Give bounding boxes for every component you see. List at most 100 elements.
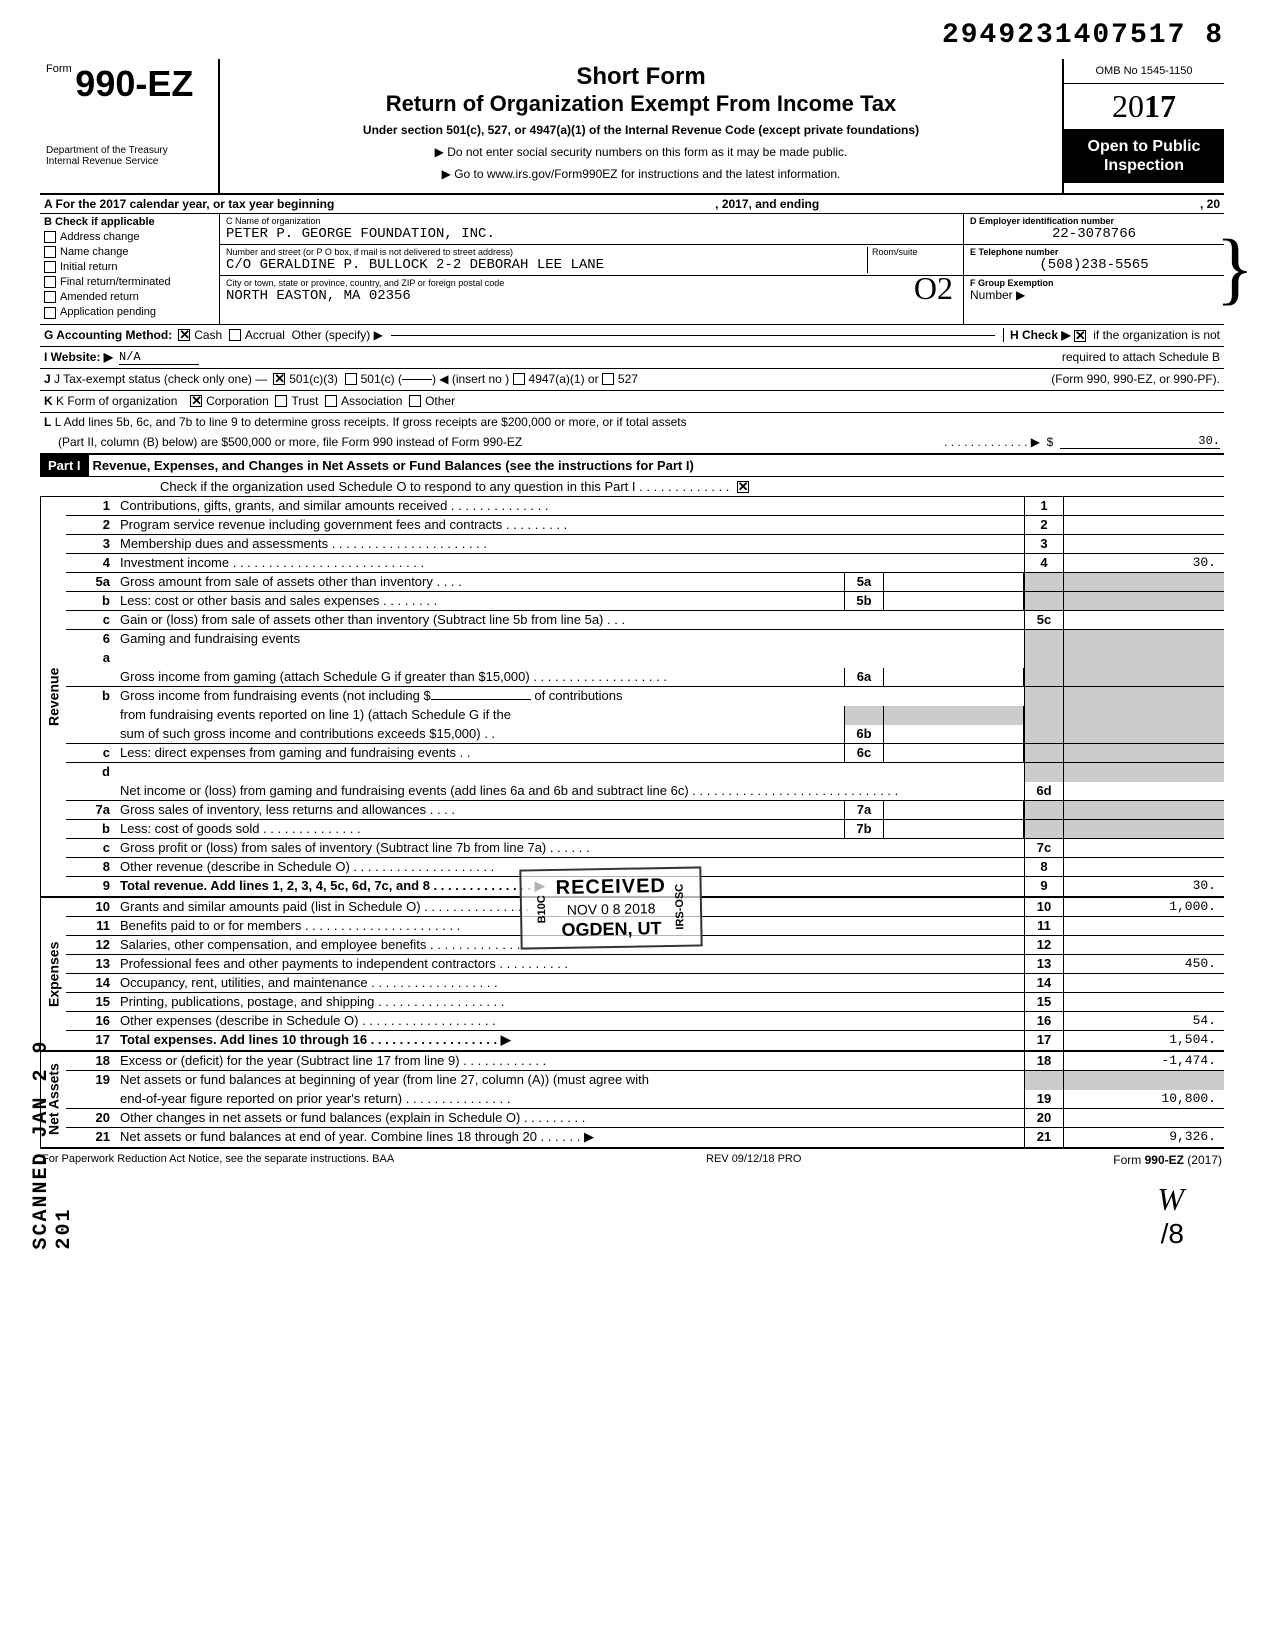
- val13: 450.: [1064, 955, 1224, 973]
- line6c: Less: direct expenses from gaming and fu…: [116, 744, 844, 762]
- tax-year: 2017: [1064, 84, 1224, 129]
- l-currency: $: [1040, 435, 1060, 449]
- line-a-end: , 20: [1200, 197, 1220, 211]
- line-a-label: A For the 2017 calendar year, or tax yea…: [44, 197, 334, 211]
- j-c: 501(c) (: [361, 372, 402, 386]
- j-insert: ) ◀ (insert no ): [432, 372, 509, 386]
- checkbox-schedule-o[interactable]: [737, 481, 749, 493]
- i-label: I Website: ▶: [44, 350, 113, 364]
- revenue-side-label: Revenue: [40, 497, 66, 896]
- ein: 22-3078766: [970, 226, 1218, 242]
- header-left: Form 990-EZ Department of the Treasury I…: [40, 59, 220, 193]
- checkbox-trust[interactable]: [275, 395, 287, 407]
- h-text4: (Form 990, 990-EZ, or 990-PF).: [1051, 372, 1220, 386]
- title-return: Return of Organization Exempt From Incom…: [232, 91, 1050, 117]
- telephone: (508)238-5565: [970, 257, 1218, 273]
- k-trust: Trust: [291, 394, 318, 408]
- part1-label: Part I: [40, 455, 89, 476]
- part1-title: Revenue, Expenses, and Changes in Net As…: [89, 455, 1224, 476]
- line7c: Gross profit or (loss) from sales of inv…: [116, 839, 1024, 857]
- form-number: 990-EZ: [75, 63, 193, 104]
- j-a1: 4947(a)(1) or: [529, 372, 599, 386]
- line17: Total expenses. Add lines 10 through 16 …: [116, 1031, 1024, 1050]
- year-prefix: 20: [1112, 88, 1144, 124]
- checkbox-address-change[interactable]: [44, 231, 56, 243]
- col-b: B Check if applicable Address change Nam…: [40, 214, 220, 324]
- checkbox-name-change[interactable]: [44, 246, 56, 258]
- checkbox-cash[interactable]: [178, 329, 190, 341]
- checkbox-4947[interactable]: [513, 373, 525, 385]
- line9: Total revenue. Add lines 1, 2, 3, 4, 5c,…: [116, 877, 1024, 896]
- checkbox-h[interactable]: [1074, 330, 1086, 342]
- tel-label: E Telephone number: [970, 247, 1218, 257]
- dept-line2: Internal Revenue Service: [46, 156, 212, 167]
- line7b: Less: cost of goods sold . . . . . . . .…: [116, 820, 844, 838]
- j-c3: 501(c)(3): [289, 372, 338, 386]
- val18: -1,474.: [1064, 1052, 1224, 1070]
- k-other: Other: [425, 394, 455, 408]
- val21: 9,326.: [1064, 1128, 1224, 1147]
- checkbox-corp[interactable]: [190, 395, 202, 407]
- open-line1: Open to Public: [1068, 137, 1220, 156]
- k-assoc: Association: [341, 394, 402, 408]
- line3: Membership dues and assessments . . . . …: [116, 535, 1024, 553]
- omb: OMB No 1545-1150: [1064, 59, 1224, 84]
- line19-1: Net assets or fund balances at beginning…: [116, 1071, 1024, 1090]
- row-l2: (Part II, column (B) below) are $500,000…: [40, 431, 1224, 453]
- line13: Professional fees and other payments to …: [116, 955, 1024, 973]
- line19-2: end-of-year figure reported on prior yea…: [116, 1090, 1024, 1108]
- line16: Other expenses (describe in Schedule O) …: [116, 1012, 1024, 1030]
- checkbox-amended[interactable]: [44, 291, 56, 303]
- val17: 1,504.: [1064, 1031, 1224, 1050]
- line6a-2: Gross income from gaming (attach Schedul…: [116, 668, 844, 686]
- line5c: Gain or (loss) from sale of assets other…: [116, 611, 1024, 629]
- checkbox-501c3[interactable]: [273, 373, 285, 385]
- checkbox-accrual[interactable]: [229, 329, 241, 341]
- grp-number: Number ▶: [970, 288, 1025, 302]
- page-mark: /8: [40, 1218, 1184, 1250]
- g-other: Other (specify) ▶: [292, 328, 383, 342]
- line-a-mid: , 2017, and ending: [715, 197, 819, 211]
- checkbox-other-org[interactable]: [409, 395, 421, 407]
- g-accrual: Accrual: [245, 328, 285, 342]
- line6b1: Gross income from fundraising events (no…: [120, 688, 431, 703]
- grp-label: F Group Exemption: [970, 278, 1218, 288]
- handwritten-o2: O2: [914, 270, 953, 307]
- line21: Net assets or fund balances at end of ye…: [116, 1128, 1024, 1147]
- checkbox-assoc[interactable]: [325, 395, 337, 407]
- col-c: C Name of organization PETER P. GEORGE F…: [220, 214, 964, 324]
- footer: For Paperwork Reduction Act Notice, see …: [40, 1148, 1224, 1171]
- line2: Program service revenue including govern…: [116, 516, 1024, 534]
- dept: Department of the Treasury Internal Reve…: [46, 145, 212, 167]
- open-public: Open to Public Inspection: [1064, 129, 1224, 183]
- form-prefix: Form: [46, 63, 72, 75]
- checkbox-527[interactable]: [602, 373, 614, 385]
- checkbox-final-return[interactable]: [44, 276, 56, 288]
- signature: W: [40, 1181, 1184, 1218]
- footer-right: Form 990-EZ (2017): [1113, 1153, 1222, 1167]
- part1-check: Check if the organization used Schedule …: [40, 477, 1224, 497]
- b-item-0: Address change: [60, 231, 140, 243]
- row-j: J J Tax-exempt status (check only one) —…: [40, 369, 1224, 391]
- line14: Occupancy, rent, utilities, and maintena…: [116, 974, 1024, 992]
- k-label: K Form of organization: [56, 394, 177, 408]
- checkbox-initial-return[interactable]: [44, 261, 56, 273]
- h-text1: H Check ▶: [1010, 328, 1071, 342]
- row-i: I Website: ▶ N/A required to attach Sche…: [40, 347, 1224, 369]
- line6b4: sum of such gross income and contributio…: [116, 725, 844, 743]
- website: N/A: [119, 350, 199, 365]
- row-l1: L L Add lines 5b, 6c, and 7b to line 9 t…: [40, 413, 1224, 431]
- line4: Investment income . . . . . . . . . . . …: [116, 554, 1024, 572]
- line5b: Less: cost or other basis and sales expe…: [116, 592, 844, 610]
- checkbox-501c[interactable]: [345, 373, 357, 385]
- g-cash: Cash: [194, 328, 222, 342]
- l-line2: (Part II, column (B) below) are $500,000…: [58, 435, 522, 449]
- b-item-4: Amended return: [60, 291, 139, 303]
- room-label: Room/suite: [872, 247, 957, 257]
- g-label: G Accounting Method:: [44, 328, 172, 342]
- header-right: OMB No 1545-1150 2017 Open to Public Ins…: [1064, 59, 1224, 193]
- l-value: 30.: [1060, 434, 1220, 449]
- revenue-block: Revenue 1Contributions, gifts, grants, a…: [40, 497, 1224, 898]
- k-corp: Corporation: [206, 394, 269, 408]
- checkbox-pending[interactable]: [44, 307, 56, 319]
